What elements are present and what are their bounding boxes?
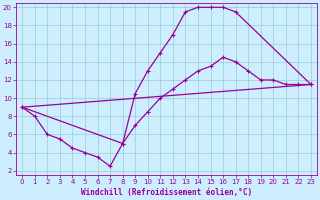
X-axis label: Windchill (Refroidissement éolien,°C): Windchill (Refroidissement éolien,°C) [81, 188, 252, 197]
